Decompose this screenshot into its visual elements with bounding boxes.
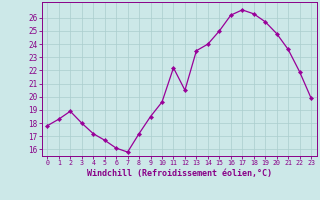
X-axis label: Windchill (Refroidissement éolien,°C): Windchill (Refroidissement éolien,°C) (87, 169, 272, 178)
